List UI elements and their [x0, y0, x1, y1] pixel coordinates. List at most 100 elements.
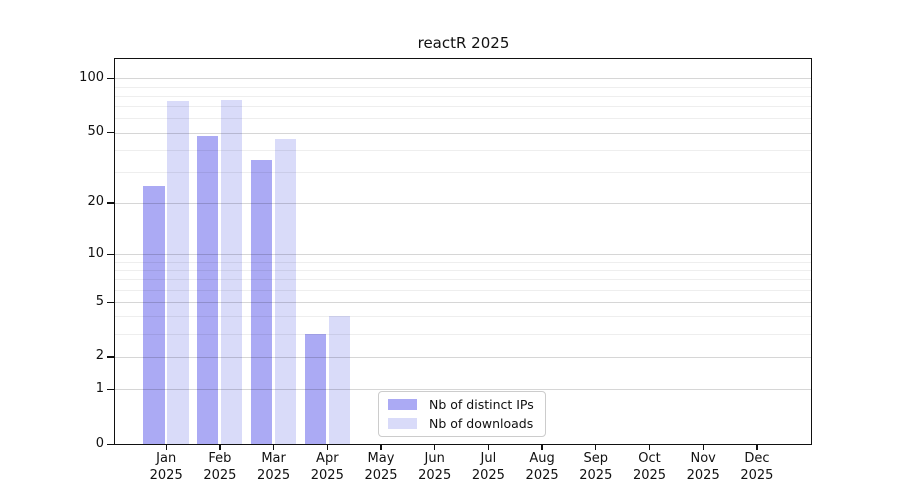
x-tick-label-sep: Sep 2025 — [564, 450, 628, 484]
major-gridline — [115, 302, 811, 304]
x-tick-label-line: Dec — [744, 451, 770, 466]
y-tick-mark — [107, 77, 115, 80]
y-tick-label: 10 — [87, 245, 104, 261]
x-tick-label-jul: Jul 2025 — [456, 450, 520, 484]
x-tick-label-oct: Oct 2025 — [618, 450, 682, 484]
x-tick-label-line: 2025 — [740, 468, 774, 483]
bar-distinct-ips-feb — [197, 135, 219, 444]
x-tick-mark — [165, 444, 167, 450]
bar-distinct-ips-apr — [304, 334, 326, 444]
y-tick-mark — [107, 301, 115, 303]
minor-gridline — [115, 149, 811, 151]
x-tick-label-line: Aug — [529, 451, 555, 466]
major-gridline — [115, 356, 811, 358]
x-tick-mark — [648, 444, 651, 450]
x-tick-label-apr: Apr 2025 — [295, 450, 359, 484]
minor-gridline — [115, 289, 811, 291]
x-tick-mark — [487, 444, 490, 450]
x-tick-label-line: 2025 — [686, 468, 720, 483]
x-tick-label-line: Feb — [208, 451, 232, 466]
x-tick-label-feb: Feb 2025 — [188, 450, 252, 484]
minor-gridline — [115, 171, 811, 173]
x-tick-label-jan: Jan 2025 — [134, 450, 198, 484]
x-tick-label-line: 2025 — [257, 468, 291, 483]
y-tick-mark — [107, 132, 115, 134]
x-tick-mark — [595, 444, 597, 450]
plot-border — [114, 58, 812, 445]
major-gridline — [115, 132, 811, 134]
minor-gridline — [115, 95, 811, 97]
x-tick-label-line: 2025 — [310, 468, 344, 483]
x-tick-label-line: Nov — [690, 451, 716, 466]
x-tick-label-line: 2025 — [579, 468, 613, 483]
x-tick-label-aug: Aug 2025 — [510, 450, 574, 484]
bar-downloads-feb — [221, 99, 243, 444]
x-tick-label-may: May 2025 — [349, 450, 413, 484]
minor-gridline — [115, 86, 811, 88]
legend: Nb of distinct IPs Nb of downloads — [378, 391, 546, 437]
x-tick-label-line: Sep — [583, 451, 609, 466]
legend-swatch-downloads-icon — [388, 418, 417, 429]
x-tick-label-line: May — [367, 451, 395, 466]
bar-downloads-mar — [274, 138, 297, 444]
x-tick-label-line: Apr — [316, 451, 339, 466]
y-tick-label: 0 — [95, 435, 104, 451]
x-tick-mark — [326, 444, 328, 450]
x-tick-mark — [541, 444, 543, 450]
major-gridline — [115, 389, 811, 391]
x-tick-label-line: 2025 — [149, 468, 183, 483]
bar-downloads-jan — [167, 100, 189, 444]
y-tick-label: 2 — [95, 348, 104, 364]
minor-gridline — [115, 118, 811, 120]
x-tick-label-line: 2025 — [632, 468, 667, 483]
x-tick-label-line: Jan — [156, 451, 177, 466]
y-tick-label: 20 — [87, 194, 104, 210]
y-tick-mark — [107, 388, 115, 390]
y-tick-mark — [107, 253, 115, 255]
y-tick-label: 1 — [95, 380, 104, 396]
y-tick-mark — [107, 356, 115, 358]
x-tick-label-line: 2025 — [525, 468, 559, 483]
legend-label-downloads: Nb of downloads — [429, 416, 534, 431]
x-tick-label-line: Oct — [638, 451, 661, 466]
y-tick-label: 5 — [95, 293, 104, 309]
bar-distinct-ips-jan — [143, 185, 165, 444]
x-tick-mark — [702, 444, 704, 450]
x-tick-label-line: 2025 — [203, 468, 237, 483]
x-tick-mark — [434, 444, 436, 450]
x-tick-mark — [380, 444, 382, 450]
chart-title: reactR 2025 — [417, 34, 510, 52]
x-tick-mark — [756, 444, 758, 450]
y-tick-mark — [107, 202, 115, 204]
minor-gridline — [115, 269, 811, 271]
x-tick-mark — [272, 444, 275, 450]
y-tick-mark — [107, 443, 115, 445]
minor-gridline — [115, 334, 811, 336]
minor-gridline — [115, 261, 811, 263]
legend-item-distinct-ips: Nb of distinct IPs — [388, 397, 536, 412]
x-tick-label-line: Jun — [424, 451, 445, 466]
x-tick-label-line: 2025 — [418, 468, 452, 483]
major-gridline — [115, 254, 811, 256]
bar-downloads-apr — [328, 316, 350, 444]
y-tick-label: 100 — [79, 69, 104, 85]
x-tick-label-nov: Nov 2025 — [671, 450, 735, 484]
y-tick-label: 50 — [87, 124, 104, 140]
x-tick-mark — [219, 444, 221, 450]
bar-distinct-ips-mar — [250, 160, 273, 444]
x-tick-label-jun: Jun 2025 — [403, 450, 467, 484]
minor-gridline — [115, 279, 811, 281]
legend-label-distinct-ips: Nb of distinct IPs — [429, 397, 534, 412]
legend-swatch-distinct-ips-icon — [388, 399, 417, 410]
x-tick-label-line: Mar — [261, 451, 286, 466]
legend-item-downloads: Nb of downloads — [388, 416, 536, 431]
x-tick-label-line: 2025 — [364, 468, 398, 483]
minor-gridline — [115, 316, 811, 318]
x-tick-label-line: Jul — [480, 451, 497, 466]
x-tick-label-line: 2025 — [471, 468, 505, 483]
major-gridline — [115, 202, 811, 204]
minor-gridline — [115, 106, 811, 108]
x-tick-label-mar: Mar 2025 — [242, 450, 306, 484]
major-gridline — [115, 78, 811, 80]
